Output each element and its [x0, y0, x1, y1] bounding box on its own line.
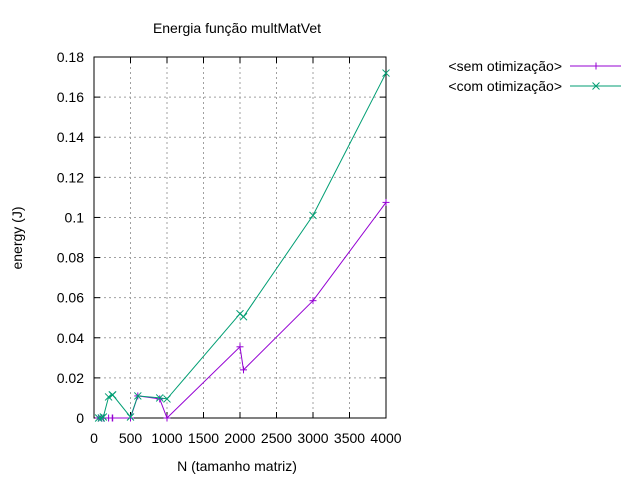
x-tick-label: 4000 [370, 430, 401, 446]
plot-frame [93, 56, 387, 419]
data-point [240, 366, 248, 374]
x-axis-label: N (tamanho matriz) [177, 458, 297, 474]
data-point [382, 198, 390, 206]
x-tick-label: 0 [90, 430, 98, 446]
series-line-1 [98, 202, 387, 419]
data-point [382, 69, 390, 77]
grid [94, 57, 386, 418]
x-tick-label: 3500 [334, 430, 365, 446]
x-tick-label: 1500 [188, 430, 219, 446]
y-tick-label: 0.18 [57, 49, 84, 65]
y-tick-label: 0.16 [57, 89, 84, 105]
x-tick-label: 2500 [261, 430, 292, 446]
data-point [236, 343, 244, 351]
data-point [133, 392, 142, 400]
chart-title: Energia função multMatVet [153, 20, 321, 36]
data-point [97, 414, 106, 422]
legend-label-1: <sem otimização> [448, 58, 562, 74]
y-tick-label: 0.1 [65, 209, 85, 225]
data-point [104, 393, 113, 401]
data-point [94, 414, 103, 422]
y-tick-label: 0.14 [57, 129, 84, 145]
legend-marker-2 [592, 82, 600, 90]
data-point [163, 395, 171, 403]
legend: <sem otimização> <com otimização> [448, 58, 621, 94]
data-point [309, 297, 317, 305]
y-tick-label: 0.02 [57, 370, 84, 386]
data-point [309, 211, 317, 220]
x-tick-label: 2000 [224, 430, 255, 446]
series-line-2 [98, 72, 387, 419]
data-point [155, 394, 164, 402]
legend-label-2: <com otimização> [448, 78, 562, 94]
data-point [99, 413, 108, 421]
data-point [108, 391, 117, 399]
series-group [94, 69, 390, 422]
y-tick-label: 0.08 [57, 250, 84, 266]
y-tick-label: 0.12 [57, 169, 84, 185]
y-tick-label: 0.04 [57, 330, 84, 346]
data-point [239, 312, 248, 321]
data-point [156, 395, 164, 403]
legend-marker-1 [592, 62, 600, 70]
data-point [109, 414, 117, 422]
x-tick-label: 3000 [297, 430, 328, 446]
data-point [126, 413, 135, 421]
y-tick-label: 0.06 [57, 290, 84, 306]
data-point [163, 414, 171, 422]
axes: 0 0.02 0.04 0.06 0.08 0.1 0.12 0.14 0.16 0.18 0 500… [57, 49, 402, 446]
x-tick-label: 1000 [151, 430, 182, 446]
y-axis-label: energy (J) [9, 206, 25, 269]
y-tick-label: 0 [76, 410, 84, 426]
x-tick-label: 500 [119, 430, 143, 446]
